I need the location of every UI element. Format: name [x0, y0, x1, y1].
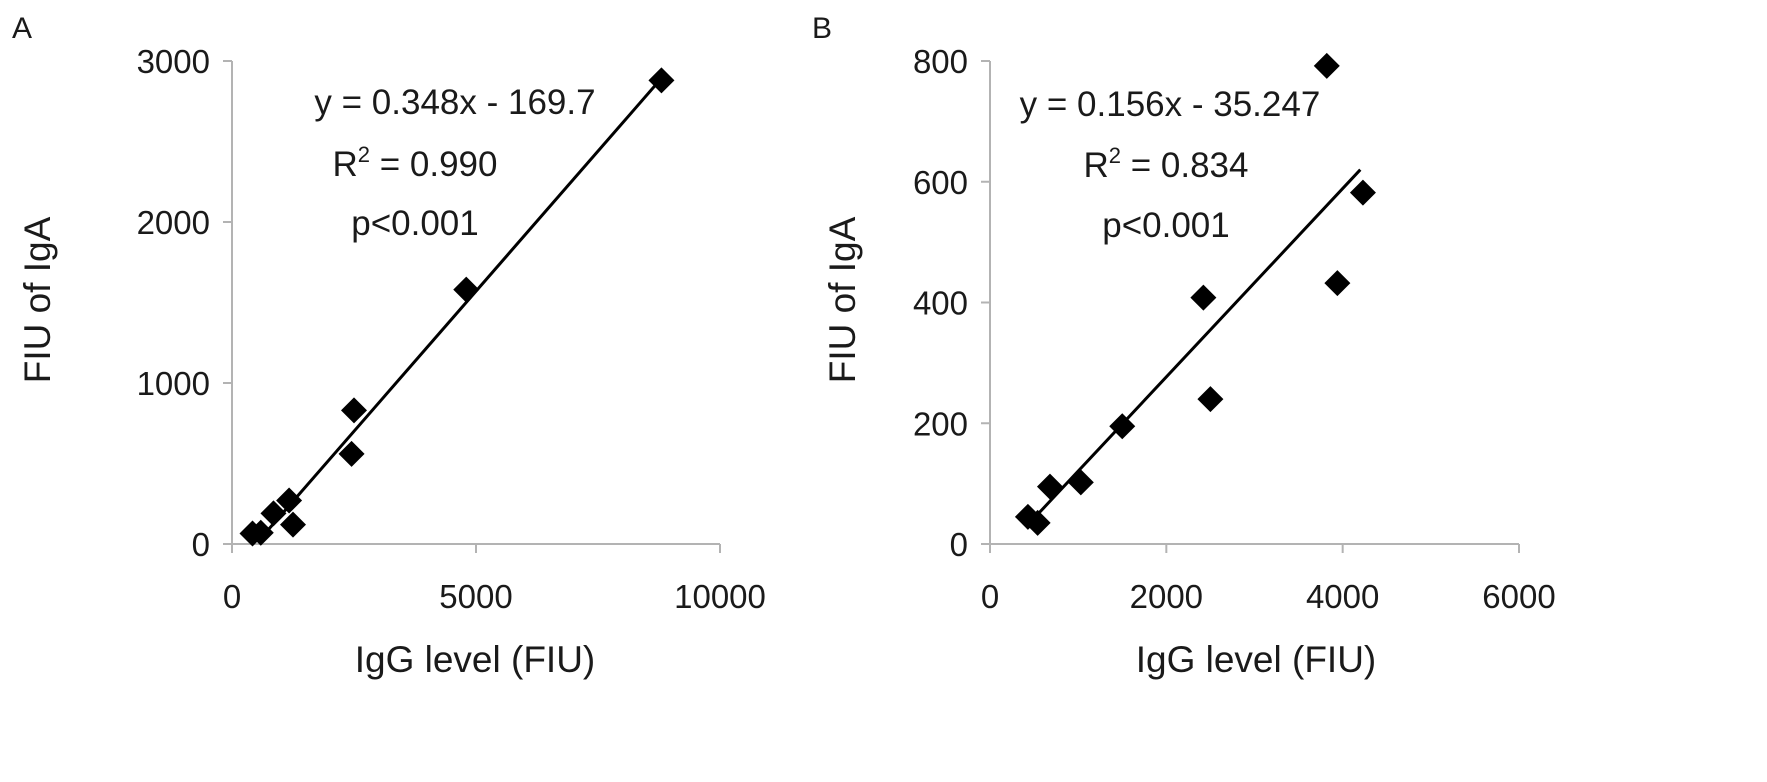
r-squared: R2 = 0.990 [332, 142, 497, 184]
data-point-diamond [338, 440, 365, 467]
panel-a: A 0 1000 2000 3000 0 5000 10000 y = 0.348x - 1… [12, 12, 766, 680]
p-value: p<0.001 [351, 204, 479, 243]
y-tick-label: 3000 [137, 43, 210, 80]
data-point-diamond [1349, 179, 1376, 206]
x-tick-label: 10000 [674, 578, 766, 615]
y-tick-label: 600 [913, 164, 968, 201]
y-axis-label: FIU of IgA [17, 216, 58, 383]
data-point-diamond [341, 397, 367, 424]
y-tick-label: 0 [192, 526, 210, 563]
y-tick-label: 1000 [137, 365, 210, 402]
data-point-diamond [453, 276, 480, 303]
y-tick-label: 400 [913, 285, 968, 322]
x-axis-label: IgG level (FIU) [1136, 639, 1377, 680]
p-value: p<0.001 [1102, 206, 1230, 245]
regression-line [262, 77, 663, 537]
panel-b-label: B [812, 12, 832, 45]
r-squared: R2 = 0.834 [1083, 143, 1248, 185]
x-tick-label: 2000 [1130, 578, 1203, 615]
data-point-diamond [260, 500, 287, 527]
x-tick-label: 0 [223, 578, 241, 615]
regression-line [1030, 168, 1362, 523]
data-point-diamond [1036, 473, 1063, 500]
panel-b: B 0 200 400 600 800 0 2000 4000 6000 y = 0.156x … [812, 12, 1556, 680]
data-point-diamond [1190, 284, 1217, 311]
regression-equation: y = 0.348x - 169.7 [314, 83, 595, 122]
y-tick-label: 200 [913, 405, 968, 442]
x-tick-label: 4000 [1306, 578, 1379, 615]
x-tick-label: 0 [981, 578, 999, 615]
panel-a-label: A [12, 12, 32, 45]
data-point-diamond [280, 511, 306, 538]
x-tick-label: 6000 [1482, 578, 1555, 615]
data-point-diamond [1324, 270, 1351, 297]
y-tick-label: 0 [950, 526, 968, 563]
data-point-diamond [1024, 509, 1051, 536]
regression-equation: y = 0.156x - 35.247 [1020, 85, 1321, 124]
data-point-diamond [1067, 469, 1094, 496]
data-point-diamond [1197, 386, 1224, 413]
x-tick-label: 5000 [439, 578, 512, 615]
data-point-diamond [247, 519, 274, 546]
data-point-diamond [1109, 413, 1136, 440]
data-point-diamond [276, 487, 303, 514]
data-point-diamond [648, 67, 675, 94]
y-tick-label: 2000 [137, 204, 210, 241]
y-tick-label: 800 [913, 43, 968, 80]
data-point-diamond [1313, 52, 1340, 79]
x-axis-label: IgG level (FIU) [355, 639, 596, 680]
y-axis-label: FIU of IgA [822, 216, 863, 383]
